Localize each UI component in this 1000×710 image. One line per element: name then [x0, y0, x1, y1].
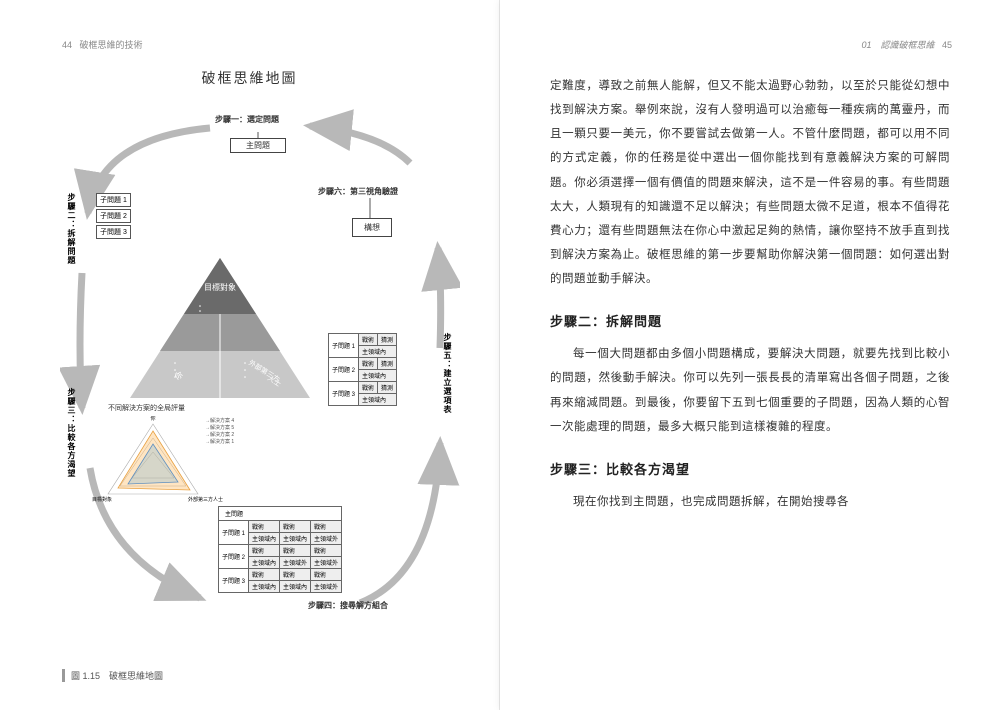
- heading-step3: 步驟三：比較各方渴望: [550, 459, 950, 478]
- diagram-area: 步驟一：選定問題 主問題 步驟二：拆解問題 子問題 1 子問題 2 子問題 3 …: [60, 98, 460, 628]
- chapter-label: 01 認識破框思維: [861, 40, 934, 50]
- options-table: 子問題 1戰術猜測 主領域內 子問題 2戰術猜測 主領域內 子問題 3戰術猜測 …: [328, 333, 397, 406]
- step5-label: 步驟五：建立選項表: [442, 333, 453, 414]
- radar-ext: 外部第三方人士: [188, 496, 223, 503]
- step3-label: 步驟三：比較各方渴望: [66, 388, 77, 478]
- sub2-box: 子問題 2: [96, 209, 131, 223]
- step2-label: 步驟二：拆解問題: [66, 193, 77, 265]
- radar-legend: →解決方案 4 →解決方案 5 →解決方案 2 →解決方案 1: [205, 418, 234, 446]
- step1-label: 步驟一：選定問題: [215, 114, 279, 125]
- step4-label: 步驟四：搜尋解方組合: [308, 600, 388, 611]
- triangle-diagram: 目標對象 你 外部第三方 人士: [130, 258, 310, 398]
- sub3-box: 子問題 3: [96, 225, 131, 239]
- para-2: 每一個大問題都由多個小問題構成，要解決大問題，就要先找到比較小的問題，然後動手解…: [550, 342, 950, 439]
- step6-label: 步驟六：第三視角驗證: [318, 186, 398, 197]
- diagram-title: 破框思維地圖: [50, 68, 449, 88]
- running-head-left: 44 破框思維的技術: [62, 38, 143, 51]
- sub1-box: 子問題 1: [96, 193, 131, 207]
- figure-caption: 圖 1.15 破框思維地圖: [62, 669, 163, 682]
- subproblems-stack: 子問題 1 子問題 2 子問題 3: [96, 193, 131, 241]
- page-right: 01 認識破框思維 45 定難度，導致之前無人能解，但又不能太過野心勃勃，以至於…: [500, 0, 1000, 710]
- page-left: 44 破框思維的技術 破框思維地圖 步驟一：選定問題 主問題: [0, 0, 500, 710]
- page-number: 44: [62, 40, 72, 50]
- overall-label: 不同解決方案的全局評量: [108, 403, 185, 413]
- page-number: 45: [942, 40, 952, 50]
- running-head-right: 01 認識破框思維 45: [861, 38, 952, 51]
- svg-text:你: 你: [150, 416, 155, 422]
- tri-top-text: 目標對象: [204, 282, 236, 292]
- para-1: 定難度，導致之前無人能解，但又不能太過野心勃勃，以至於只能從幻想中找到解決方案。…: [550, 74, 950, 291]
- combo-table: 主問題 子問題 1 戰術戰術戰術 主領域內主領域內主領域外 子問題 2 戰術戰術…: [218, 506, 342, 593]
- idea-box: 構想: [352, 218, 392, 237]
- book-title: 破框思維的技術: [80, 40, 143, 50]
- radar-tgt: 目標對象: [92, 496, 112, 503]
- para-3: 現在你找到主問題，也完成問題拆解，在開始搜尋各: [550, 490, 950, 514]
- main-question-box: 主問題: [230, 138, 286, 153]
- heading-step2: 步驟二：拆解問題: [550, 311, 950, 330]
- body-column: 定難度，導致之前無人能解，但又不能太過野心勃勃，以至於只能從幻想中找到解決方案。…: [550, 74, 950, 514]
